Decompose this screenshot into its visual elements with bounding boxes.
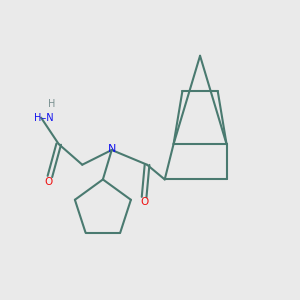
Text: H–N: H–N [34,112,54,123]
Text: N: N [108,143,116,154]
Text: O: O [44,177,52,187]
Text: O: O [140,197,148,207]
Text: H: H [48,99,55,110]
